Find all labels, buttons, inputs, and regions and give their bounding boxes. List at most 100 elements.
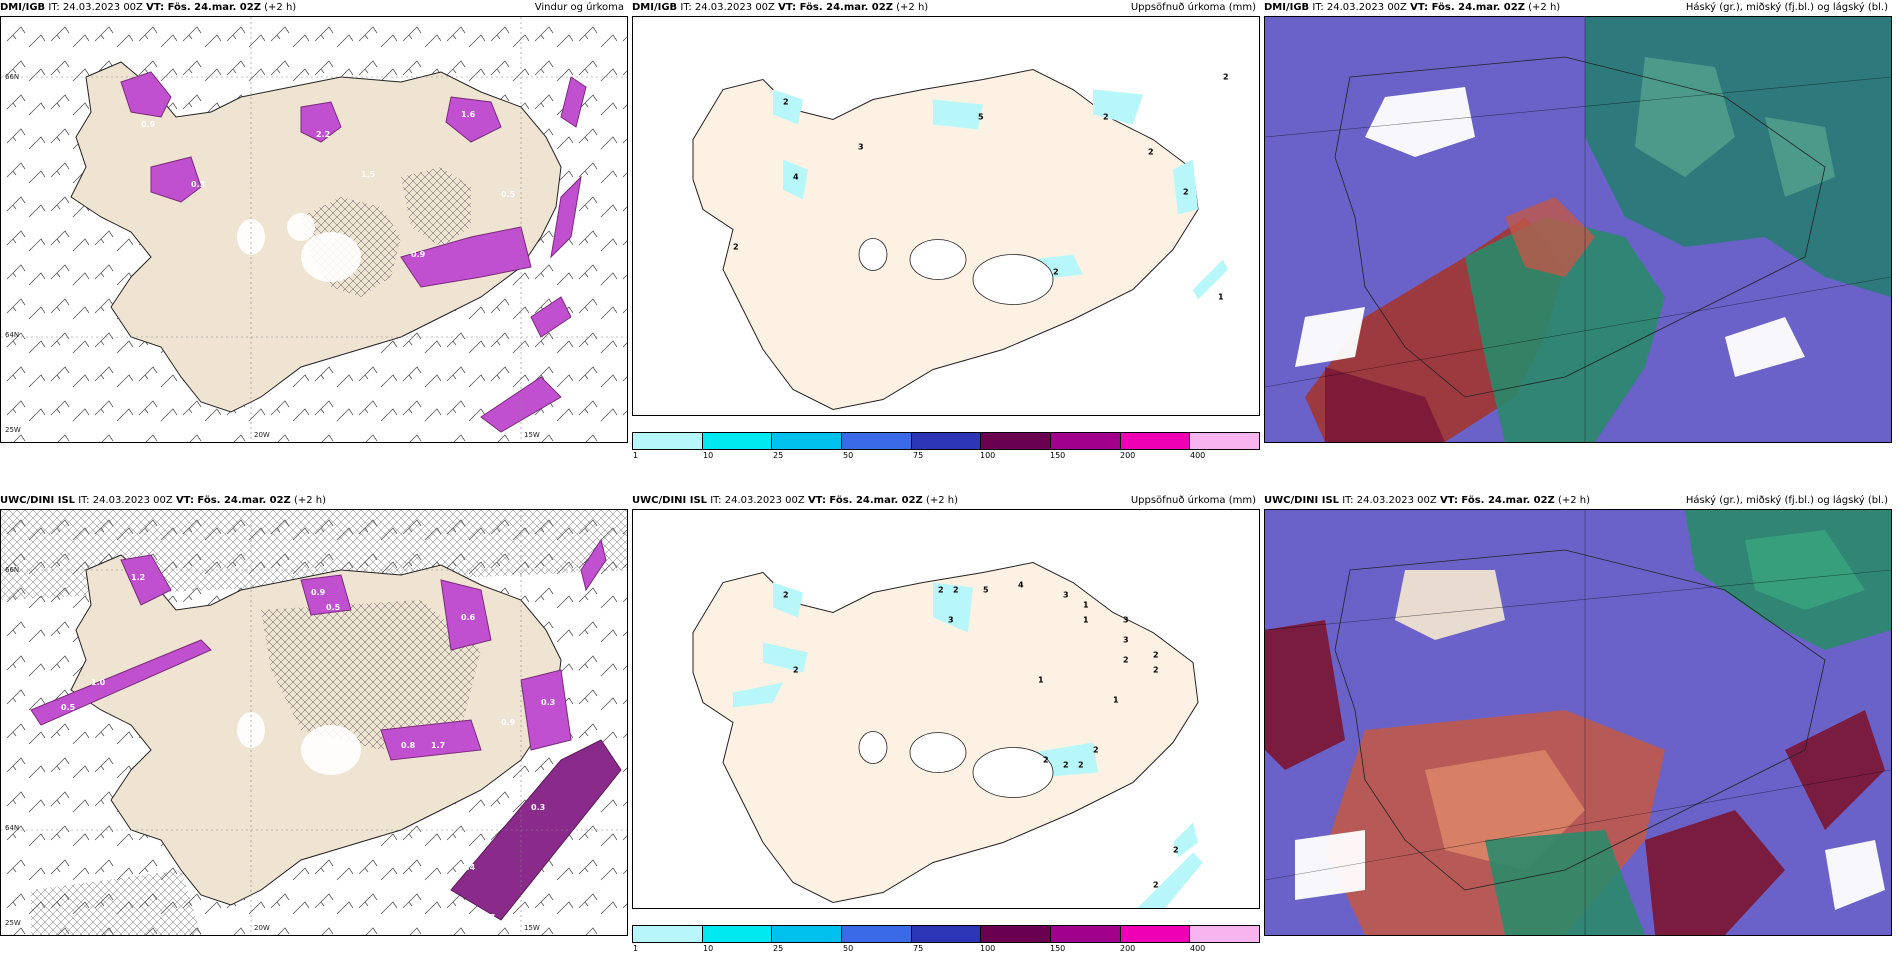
panel-dmi-cloud: DMI/IGB IT: 24.03.2023 00Z VT: Fös. 24.m… bbox=[1264, 0, 1892, 450]
svg-text:15W: 15W bbox=[524, 924, 540, 932]
valid-time: VT: Fös. 24.mar. 02Z bbox=[146, 2, 261, 13]
model-name: DMI/IGB bbox=[632, 2, 678, 13]
svg-text:3: 3 bbox=[1123, 616, 1129, 625]
svg-text:0.3: 0.3 bbox=[191, 180, 205, 189]
svg-text:3: 3 bbox=[948, 616, 954, 625]
legend-swatch bbox=[1190, 433, 1260, 449]
legend-swatch bbox=[1051, 926, 1121, 942]
svg-text:64N: 64N bbox=[5, 331, 19, 339]
svg-text:2: 2 bbox=[1183, 188, 1189, 197]
svg-text:0.3: 0.3 bbox=[541, 698, 555, 707]
svg-text:5: 5 bbox=[978, 113, 984, 122]
legend-label: 50 bbox=[843, 944, 854, 953]
svg-text:2: 2 bbox=[793, 666, 799, 675]
map-canvas: 0.9 1.6 2.2 1.5 0.5 0.9 0.2 0.3 1.2 66N … bbox=[0, 16, 628, 443]
map-type: Vindur og úrkoma bbox=[534, 2, 624, 13]
svg-text:2: 2 bbox=[1148, 148, 1154, 157]
svg-text:1.0: 1.0 bbox=[91, 678, 106, 687]
legend-swatch bbox=[633, 926, 703, 942]
svg-text:2: 2 bbox=[1043, 756, 1049, 765]
legend-label: 400 bbox=[1190, 944, 1206, 953]
legend-label: 10 bbox=[703, 451, 714, 460]
legend-labels: 1 10 25 50 75 100 150 200 400 bbox=[632, 944, 1260, 954]
svg-text:2: 2 bbox=[1103, 113, 1109, 122]
legend-label: 100 bbox=[980, 451, 996, 460]
svg-text:0.9: 0.9 bbox=[411, 250, 426, 259]
legend-label: 1 bbox=[633, 451, 639, 460]
lead-time: (+2 h) bbox=[896, 2, 929, 13]
cloud-map bbox=[1265, 510, 1891, 935]
wind-map: 0.9 1.6 2.2 1.5 0.5 0.9 0.2 0.3 1.2 66N … bbox=[1, 17, 627, 442]
valid-time: VT: Fös. 24.mar. 02Z bbox=[1439, 495, 1555, 506]
legend-swatch bbox=[1120, 433, 1191, 449]
legend-label: 1 bbox=[633, 944, 639, 953]
legend-labels: 1 10 25 50 75 100 150 200 400 bbox=[632, 451, 1260, 461]
legend-swatch bbox=[702, 926, 773, 942]
svg-text:2: 2 bbox=[1123, 656, 1129, 665]
svg-text:2: 2 bbox=[1223, 73, 1229, 82]
svg-text:2: 2 bbox=[783, 98, 789, 107]
issue-time: IT: 24.03.2023 00Z bbox=[1312, 2, 1407, 13]
legend-swatch bbox=[842, 433, 912, 449]
model-name: UWC/DINI ISL bbox=[0, 495, 76, 506]
svg-text:4: 4 bbox=[793, 173, 799, 182]
svg-text:2: 2 bbox=[1063, 761, 1069, 770]
valid-time: VT: Fös. 24.mar. 02Z bbox=[778, 2, 893, 13]
svg-text:2: 2 bbox=[938, 586, 944, 595]
svg-text:1.2: 1.2 bbox=[131, 573, 145, 582]
valid-time: VT: Fös. 24.mar. 02Z bbox=[807, 495, 923, 506]
panel-title: UWC/DINI ISL IT: 24.03.2023 00Z VT: Fös.… bbox=[0, 493, 628, 509]
valid-time: VT: Fös. 24.mar. 02Z bbox=[175, 495, 291, 506]
svg-text:66N: 66N bbox=[5, 566, 19, 574]
svg-text:2: 2 bbox=[1173, 846, 1179, 855]
svg-text:1: 1 bbox=[1113, 696, 1119, 705]
panel-title: DMI/IGB IT: 24.03.2023 00Z VT: Fös. 24.m… bbox=[1264, 0, 1892, 16]
svg-text:2: 2 bbox=[1078, 761, 1084, 770]
precip-legend bbox=[632, 432, 1260, 450]
svg-text:20W: 20W bbox=[254, 431, 270, 439]
panel-uwc-wind: UWC/DINI ISL IT: 24.03.2023 00Z VT: Fös.… bbox=[0, 493, 628, 943]
map-canvas: 2 2 3 2 2 5 4 3 1 1 3 3 2 2 2 1 2 2 2 2 … bbox=[632, 509, 1260, 909]
legend-swatch bbox=[1051, 433, 1121, 449]
legend-swatch bbox=[981, 433, 1052, 449]
legend-swatch bbox=[981, 926, 1052, 942]
lead-time: (+2 h) bbox=[925, 495, 959, 506]
svg-text:1.5: 1.5 bbox=[361, 170, 376, 179]
svg-text:1.7: 1.7 bbox=[431, 741, 445, 750]
legend-label: 200 bbox=[1120, 451, 1136, 460]
issue-time: IT: 24.03.2023 00Z bbox=[680, 2, 775, 13]
model-name: DMI/IGB bbox=[0, 2, 46, 13]
svg-text:2: 2 bbox=[1153, 651, 1159, 660]
svg-text:2: 2 bbox=[783, 591, 789, 600]
precip-map: 2 4 3 5 2 2 2 2 1 2 2 bbox=[633, 29, 1259, 415]
svg-text:2: 2 bbox=[1153, 881, 1159, 890]
svg-text:1: 1 bbox=[1083, 616, 1089, 625]
svg-text:3: 3 bbox=[858, 143, 864, 152]
map-type: Háský (gr.), miðský (fj.bl.) og lágský (… bbox=[1685, 2, 1888, 13]
panel-dmi-wind: DMI/IGB IT: 24.03.2023 00Z VT: Fös. 24.m… bbox=[0, 0, 628, 450]
svg-text:1: 1 bbox=[1218, 293, 1224, 302]
svg-text:1.6: 1.6 bbox=[461, 110, 476, 119]
svg-text:25W: 25W bbox=[5, 426, 21, 434]
svg-text:4: 4 bbox=[1018, 581, 1024, 590]
svg-text:1.2: 1.2 bbox=[551, 270, 565, 279]
svg-text:66N: 66N bbox=[5, 73, 19, 81]
lead-time: (+2 h) bbox=[293, 495, 327, 506]
svg-text:0.9: 0.9 bbox=[311, 588, 326, 597]
svg-text:3: 3 bbox=[1063, 591, 1069, 600]
legend-label: 100 bbox=[980, 944, 996, 953]
legend-swatch bbox=[772, 926, 843, 942]
issue-time: IT: 24.03.2023 00Z bbox=[1342, 495, 1437, 506]
panel-title: UWC/DINI ISL IT: 24.03.2023 00Z VT: Fös.… bbox=[632, 493, 1260, 509]
svg-text:2: 2 bbox=[733, 243, 739, 252]
legend-label: 400 bbox=[1190, 451, 1206, 460]
svg-text:0.5: 0.5 bbox=[326, 603, 341, 612]
svg-text:0.5: 0.5 bbox=[61, 703, 76, 712]
lead-time: (+2 h) bbox=[1557, 495, 1591, 506]
iceland-land bbox=[692, 68, 1199, 411]
legend-label: 25 bbox=[773, 451, 784, 460]
svg-text:0.7: 0.7 bbox=[481, 913, 495, 922]
svg-text:2: 2 bbox=[1053, 268, 1059, 277]
svg-text:1: 1 bbox=[1083, 601, 1089, 610]
svg-text:5: 5 bbox=[983, 586, 989, 595]
